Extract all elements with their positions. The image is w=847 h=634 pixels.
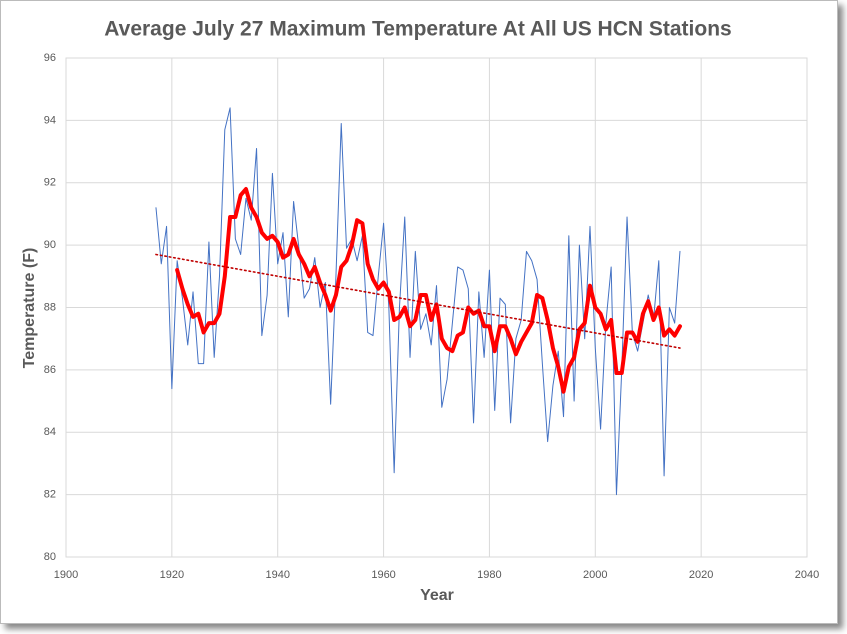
y-tick-label: 82 xyxy=(44,489,56,501)
y-tick-label: 84 xyxy=(44,426,56,438)
y-tick-label: 92 xyxy=(44,177,56,189)
y-tick-label: 90 xyxy=(44,239,56,251)
x-tick-label: 1900 xyxy=(54,569,78,581)
plot-border xyxy=(65,57,808,558)
x-tick-label: 1980 xyxy=(477,569,501,581)
x-axis-label: Year xyxy=(420,587,454,604)
y-tick-label: 86 xyxy=(44,364,56,376)
trend-line xyxy=(155,253,681,349)
y-tick-label: 80 xyxy=(44,551,56,563)
x-tick-label: 2020 xyxy=(689,569,713,581)
y-tick-label: 88 xyxy=(44,301,56,313)
x-tick-label: 1940 xyxy=(265,569,289,581)
x-tick-label: 2000 xyxy=(583,569,607,581)
y-tick-label: 96 xyxy=(44,52,56,64)
x-tick-label: 1960 xyxy=(371,569,395,581)
chart-title: Average July 27 Maximum Temperature At A… xyxy=(104,18,731,41)
x-tick-label: 2040 xyxy=(795,569,819,581)
x-tick-label: 1920 xyxy=(160,569,184,581)
y-axis-label: Temperature (F) xyxy=(21,248,38,369)
y-tick-label: 94 xyxy=(44,114,56,126)
data-line xyxy=(175,186,682,394)
data-line xyxy=(155,107,681,496)
